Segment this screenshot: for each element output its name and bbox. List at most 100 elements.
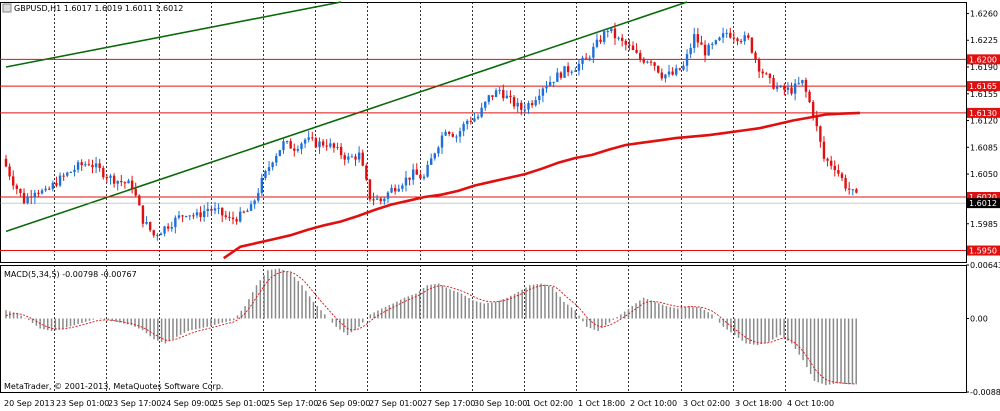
- candle-body: [649, 61, 653, 63]
- candle-body: [112, 175, 116, 184]
- candle-body: [159, 233, 163, 236]
- y-tick-label: 1.6085: [970, 143, 998, 152]
- candle-body: [109, 175, 112, 178]
- candle-body: [581, 57, 584, 64]
- macd-y-tick-label: -0.00883: [970, 388, 1000, 397]
- candle-body: [657, 65, 660, 73]
- candle-body: [58, 175, 62, 186]
- candle-body: [80, 162, 83, 166]
- x-tick-label: 1 Oct 02:00: [526, 399, 573, 408]
- x-tick-label: 25 Sep 17:00: [265, 399, 318, 408]
- candle-body: [725, 32, 728, 34]
- candle-body: [750, 37, 754, 53]
- candle-body: [411, 169, 415, 180]
- candle-body: [693, 34, 696, 48]
- candle-body: [779, 86, 782, 88]
- x-tick-label: 3 Oct 02:00: [683, 399, 730, 408]
- candle-body: [635, 49, 638, 53]
- candle-body: [833, 165, 836, 171]
- candle-body: [12, 176, 15, 186]
- candle-body: [696, 34, 700, 43]
- candle-body: [170, 227, 173, 229]
- candle-body: [260, 177, 264, 194]
- candle-body: [804, 79, 808, 92]
- candle-body: [505, 95, 509, 99]
- candle-body: [574, 70, 577, 72]
- candle-body: [628, 44, 631, 46]
- candle-body: [195, 212, 199, 216]
- candle-body: [729, 32, 732, 38]
- candle-body: [177, 215, 181, 218]
- x-tick-label: 27 Sep 17:00: [422, 399, 475, 408]
- moving-average-line[interactable]: [222, 111, 861, 260]
- candle-body: [213, 208, 217, 211]
- candle-body: [473, 118, 476, 122]
- trendline[interactable]: [5, 1, 688, 233]
- candle-body: [404, 177, 408, 186]
- candle-body: [703, 44, 707, 56]
- candle-body: [736, 38, 739, 41]
- candle-body: [314, 138, 318, 148]
- candle-body: [707, 44, 710, 56]
- candle-body: [235, 219, 238, 222]
- macd-y-tick-label: 0.00643: [970, 261, 1000, 270]
- trendline[interactable]: [5, 1, 342, 68]
- candle-body: [458, 131, 462, 137]
- candle-body: [102, 167, 105, 178]
- candle-body: [278, 150, 282, 156]
- x-tick-label: 4 Oct 10:00: [787, 399, 834, 408]
- candle-body: [808, 91, 811, 103]
- candle-body: [357, 152, 361, 160]
- candle-body: [498, 89, 501, 91]
- candle-body: [307, 137, 310, 140]
- candle-body: [811, 102, 815, 117]
- candle-body: [667, 71, 671, 75]
- candle-body: [700, 42, 703, 45]
- candle-body: [577, 63, 581, 71]
- x-tick-label: 1 Oct 18:00: [578, 399, 625, 408]
- candle-body: [556, 72, 559, 82]
- macd-signal-line: [5, 271, 857, 385]
- candle-body: [462, 124, 465, 132]
- candle-body: [91, 165, 94, 168]
- candle-body: [239, 211, 242, 222]
- candle-body: [73, 169, 76, 172]
- candle-body: [33, 192, 37, 198]
- candle-body: [224, 215, 228, 217]
- candle-body: [347, 156, 350, 160]
- x-tick-label: 25 Sep 01:00: [213, 399, 266, 408]
- candle-body: [368, 179, 372, 200]
- candle-body: [793, 83, 797, 94]
- candle-body: [437, 147, 440, 154]
- candle-body: [711, 43, 714, 45]
- candle-body: [127, 180, 130, 184]
- candle-body: [451, 133, 455, 137]
- candle-body: [318, 141, 321, 148]
- candle-body: [199, 212, 202, 218]
- candle-body: [714, 40, 718, 44]
- candle-body: [512, 97, 516, 107]
- candle-body: [552, 81, 555, 83]
- candle-body: [754, 52, 757, 60]
- candle-body: [134, 188, 137, 196]
- x-tick-label: 20 Sep 2013: [4, 399, 55, 408]
- candle-body: [26, 196, 29, 204]
- candle-body: [184, 216, 188, 218]
- candle-body: [365, 165, 368, 180]
- candle-body: [559, 72, 563, 78]
- candle-body: [606, 31, 609, 33]
- candle-body: [152, 230, 155, 236]
- candle-body: [815, 116, 818, 127]
- candle-body: [566, 66, 570, 73]
- x-tick-label: 27 Sep 01:00: [369, 399, 422, 408]
- candle-body: [15, 185, 19, 189]
- level-price-label: 1.6020: [969, 193, 997, 202]
- macd-panel-frame: [0, 265, 967, 393]
- x-tick-label: 2 Oct 10:00: [630, 399, 677, 408]
- candle-body: [192, 215, 195, 217]
- candle-body: [76, 162, 80, 170]
- candle-body: [541, 88, 545, 96]
- candle-body: [530, 103, 534, 106]
